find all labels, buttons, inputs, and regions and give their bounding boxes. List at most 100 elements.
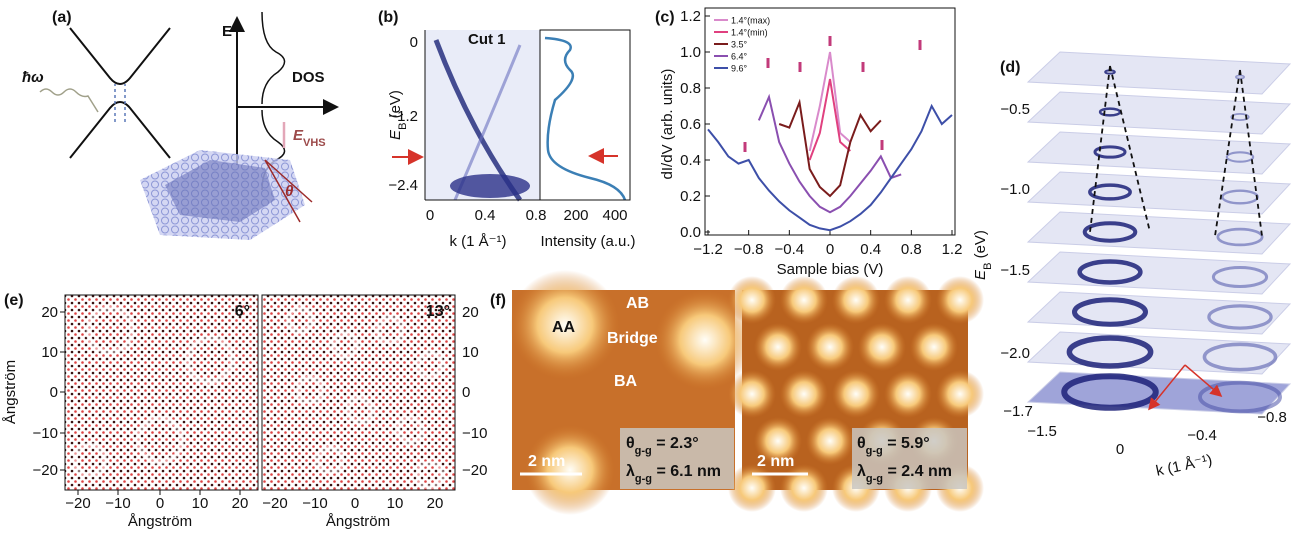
- legend-label: 1.4°(max): [731, 16, 770, 26]
- aa-site: [858, 323, 906, 371]
- y-tick-label: −2.0: [1000, 345, 1030, 362]
- aa-site: [884, 276, 932, 324]
- panel-f: (f) AA AB Bridge BA 2 nm 2 nm θg-g = 2.3…: [490, 270, 984, 515]
- symbol: λ: [626, 463, 635, 480]
- panel-label: (b): [378, 9, 398, 26]
- sub: B: [982, 263, 994, 270]
- y-tick-label: −20: [33, 462, 58, 479]
- intensity-frame: [540, 30, 630, 200]
- energy-slice: [1028, 292, 1290, 334]
- angle-label: 6°: [235, 303, 250, 320]
- x-tick-label: 400: [602, 207, 627, 224]
- angle-label: 13°: [426, 303, 450, 320]
- x-axis-label: Sample bias (V): [777, 261, 884, 278]
- cut-label: Cut 1: [468, 31, 506, 48]
- y-tick-label: −20: [462, 462, 487, 479]
- aa-site: [780, 276, 828, 324]
- x-tick-label: −0.8: [734, 241, 764, 258]
- x-axis-label: k (1 Å⁻¹): [449, 233, 506, 250]
- vhs-label: EVHS: [293, 127, 326, 149]
- x-tick-label: −10: [302, 495, 327, 512]
- energy-slice: [1028, 252, 1290, 294]
- energy-slice: [1028, 92, 1290, 134]
- x-tick-label: 0: [156, 495, 164, 512]
- x-tick-label: −10: [105, 495, 130, 512]
- y-tick-label: −2.4: [388, 177, 418, 194]
- aa-site: [936, 370, 984, 418]
- aa-site: [728, 370, 776, 418]
- value: = 2.3°: [652, 435, 699, 452]
- aa-site: [936, 276, 984, 324]
- y-tick-label: 0: [410, 34, 418, 51]
- y-tick-label: 0.2: [680, 188, 701, 205]
- kx-tick-label: −0.8: [1257, 409, 1287, 426]
- photon-label: ħω: [22, 69, 44, 86]
- aa-site: [525, 425, 615, 515]
- series-line: [779, 102, 881, 196]
- symbol: θ: [626, 435, 635, 452]
- aa-site: [832, 276, 880, 324]
- slice-plane: [1028, 92, 1290, 134]
- legend-label: 1.4°(min): [731, 28, 768, 38]
- energy-slice: [1028, 52, 1290, 94]
- y-axis-label: dI/dV (arb. units): [659, 69, 676, 180]
- photon-wave: [40, 89, 98, 112]
- panel-label: (d): [1000, 59, 1020, 76]
- energy-axis-label: E: [222, 23, 232, 40]
- panel-b: (b) Cut 1 0 −1.2 −2.4 0 0.4 0.8 200 400 …: [378, 9, 636, 250]
- aa-site: [754, 323, 802, 371]
- x-tick-label: 20: [427, 495, 444, 512]
- scale-label: 2 nm: [528, 453, 565, 470]
- aa-site: [806, 417, 854, 465]
- panel-label: (a): [52, 9, 72, 26]
- x-tick-label: 0.4: [860, 241, 881, 258]
- y-tick-label: 0.4: [680, 152, 701, 169]
- x-axis-label: Intensity (a.u.): [540, 233, 635, 250]
- value: = 5.9°: [883, 435, 930, 452]
- y-tick-label: 1.2: [680, 8, 701, 25]
- legend-label: 6.4°: [731, 52, 748, 62]
- energy-slice: [1028, 172, 1290, 214]
- aa-site: [728, 276, 776, 324]
- slice-plane: [1028, 52, 1290, 94]
- aa-site: [910, 323, 958, 371]
- twist-label: θ: [285, 183, 294, 200]
- arpes-feature: [450, 174, 530, 198]
- sub: g-g: [635, 445, 652, 457]
- slice-plane: [1028, 252, 1290, 294]
- energy-slice: [1028, 212, 1290, 254]
- aa-site: [780, 464, 828, 512]
- y-tick-label: 0.8: [680, 80, 701, 97]
- y-tick-label: 20: [41, 304, 58, 321]
- y-tick-label: 20: [462, 304, 479, 321]
- y-tick-label: 1.0: [680, 44, 701, 61]
- y-tick-label: −10: [33, 425, 58, 442]
- legend-label: 9.6°: [731, 64, 748, 74]
- x-tick-label: 0: [826, 241, 834, 258]
- y-tick-label: 10: [41, 344, 58, 361]
- vhs-sub: VHS: [303, 137, 326, 149]
- panel-label: (c): [655, 9, 675, 26]
- y-tick-label: 0: [462, 384, 470, 401]
- y-tick-label: 0.6: [680, 116, 701, 133]
- symbol: θ: [857, 435, 866, 452]
- y-tick-label: −10: [462, 425, 487, 442]
- y-tick-label: 10: [462, 344, 479, 361]
- unit: (eV): [972, 230, 989, 263]
- panel-c: (c) Sample bias (V) dI/dV (arb. units) −…: [655, 8, 962, 278]
- y-tick-label: 0: [50, 384, 58, 401]
- x-tick-label: 0: [351, 495, 359, 512]
- site-label: Bridge: [607, 330, 658, 347]
- sub: g-g: [866, 445, 883, 457]
- sub: g-g: [635, 473, 652, 485]
- scale-label: 2 nm: [757, 453, 794, 470]
- aa-site: [832, 370, 880, 418]
- x-axis-label: Ångström: [326, 513, 390, 530]
- x-tick-label: 0.8: [526, 207, 547, 224]
- slice-plane: [1028, 212, 1290, 254]
- symbol: λ: [857, 463, 866, 480]
- site-label: AB: [626, 295, 649, 312]
- value: = 6.1 nm: [652, 463, 721, 480]
- x-axis-label: k (1 Å⁻¹): [1154, 451, 1213, 479]
